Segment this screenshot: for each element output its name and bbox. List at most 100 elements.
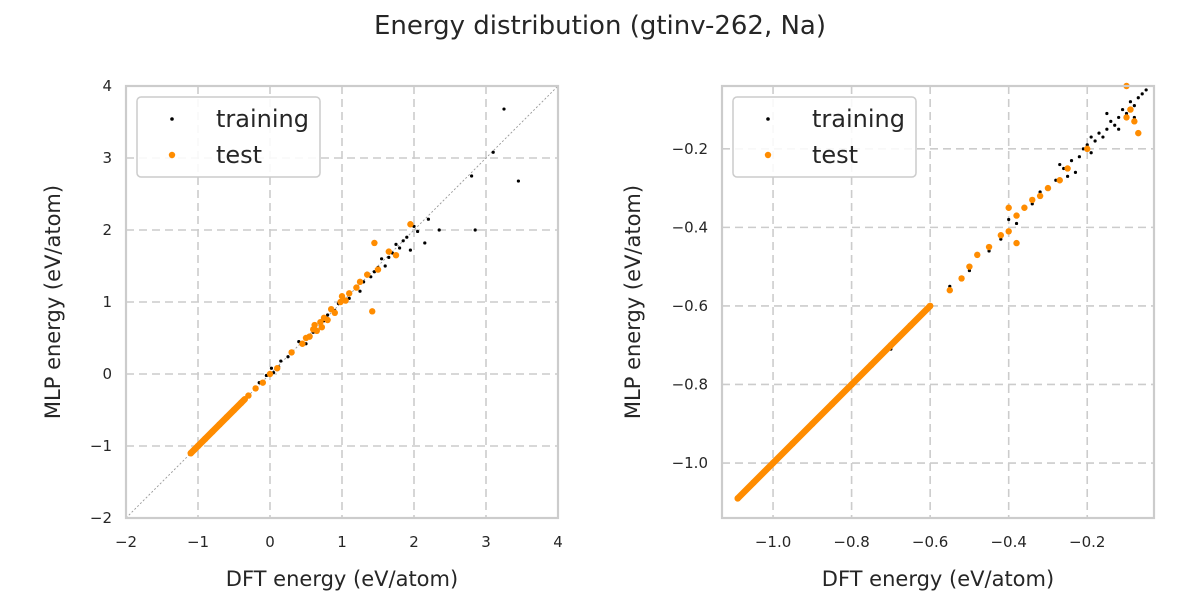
y-tick-label: 4 xyxy=(102,77,112,95)
test-point xyxy=(238,399,245,406)
x-tick-label: −0.2 xyxy=(1069,533,1105,551)
x-tick-label: 4 xyxy=(553,533,563,551)
legend-marker-test-left xyxy=(168,151,176,159)
test-point xyxy=(216,421,223,428)
test-point xyxy=(407,221,414,228)
y-ticks-right: −1.0 −0.8 −0.6 −0.4 −0.2 xyxy=(672,140,708,472)
test-point xyxy=(346,290,353,297)
x-tick-label: −0.6 xyxy=(912,533,948,551)
training-point xyxy=(1085,143,1089,147)
training-point xyxy=(1117,115,1121,120)
test-point xyxy=(313,327,320,334)
test-point xyxy=(1127,106,1134,113)
test-point xyxy=(974,251,981,259)
test-point xyxy=(223,414,230,421)
test-point xyxy=(356,278,364,286)
training-point xyxy=(286,355,290,359)
test-point xyxy=(966,263,973,270)
training-point xyxy=(1132,115,1136,120)
training-point xyxy=(326,313,330,317)
legend-label-training-right: training xyxy=(812,105,905,133)
training-point xyxy=(1117,127,1121,131)
test-point xyxy=(946,287,953,294)
axes-frame-left xyxy=(124,84,560,520)
training-point xyxy=(387,255,391,259)
y-tick-label: 3 xyxy=(102,149,112,167)
x-ticks-left: −2 −1 0 1 2 3 4 xyxy=(115,533,563,551)
training-point xyxy=(1140,92,1144,96)
training-point xyxy=(1124,111,1129,116)
test-point xyxy=(1013,212,1020,219)
test-point xyxy=(338,293,346,300)
test-point xyxy=(907,322,914,329)
x-axis-label-right: DFT energy (eV/atom) xyxy=(822,567,1054,591)
y-tick-label: −1 xyxy=(90,437,112,455)
test-point xyxy=(1056,177,1063,184)
training-point xyxy=(470,174,474,178)
test-point xyxy=(985,243,993,251)
training-point xyxy=(1066,174,1070,178)
plot-panel-left: −2 −1 0 1 2 3 4 −2 −1 0 1 2 3 4 DFT energy (eV/atom)… xyxy=(41,77,563,591)
test-point xyxy=(318,324,326,331)
training-point xyxy=(999,237,1003,241)
test-point xyxy=(337,298,344,306)
test-point xyxy=(750,479,757,486)
test-point xyxy=(245,392,252,399)
training-point xyxy=(1014,221,1019,226)
training-point xyxy=(1097,131,1101,135)
training-point xyxy=(1132,104,1136,108)
y-ticks-left: −2 −1 0 1 2 3 4 xyxy=(90,77,112,527)
x-tick-label: 3 xyxy=(481,533,491,551)
training-point xyxy=(1077,155,1081,159)
y-tick-label: −0.4 xyxy=(672,218,708,236)
legend-marker-test-right xyxy=(764,151,772,159)
test-point xyxy=(1036,192,1044,200)
test-point xyxy=(734,495,741,502)
test-point xyxy=(299,340,306,347)
plot-panel-right: −1.0 −0.8 −0.6 −0.4 −0.2 −1.0 −0.8 −0.6 −0.4 −0.… xyxy=(621,82,1156,591)
y-tick-label: 0 xyxy=(102,365,112,383)
test-point xyxy=(958,275,965,282)
y-tick-label: −0.6 xyxy=(672,297,708,315)
training-point xyxy=(1101,135,1105,139)
training-point xyxy=(1030,202,1034,206)
x-tick-label: −0.4 xyxy=(990,533,1026,551)
training-point xyxy=(1128,100,1133,104)
x-ticks-right: −1.0 −0.8 −0.6 −0.4 −0.2 xyxy=(755,533,1106,551)
training-point xyxy=(380,257,384,261)
test-point xyxy=(1135,129,1142,137)
test-point xyxy=(1123,114,1130,121)
training-point xyxy=(398,246,402,250)
training-point xyxy=(1062,166,1066,171)
y-tick-label: −1.0 xyxy=(672,454,708,472)
training-point xyxy=(437,228,441,232)
test-point xyxy=(828,400,836,408)
test-point xyxy=(887,342,895,349)
test-point xyxy=(202,435,209,442)
x-tick-label: 1 xyxy=(337,533,347,551)
test-point xyxy=(364,271,371,278)
training-point xyxy=(1081,147,1085,151)
training-point xyxy=(401,239,405,243)
x-tick-label: −1.0 xyxy=(755,533,791,551)
test-point xyxy=(311,321,318,329)
x-tick-label: −2 xyxy=(115,533,137,551)
training-point xyxy=(987,249,991,253)
training-point xyxy=(1089,151,1093,155)
test-point xyxy=(342,297,349,304)
training-point xyxy=(1113,123,1117,127)
legend-marker-training-left xyxy=(170,117,174,121)
y-tick-label: 1 xyxy=(102,293,112,311)
legend-right: training test xyxy=(732,96,917,178)
test-point xyxy=(926,302,934,310)
test-point xyxy=(353,284,360,291)
training-point xyxy=(1054,178,1058,182)
legend-label-training-left: training xyxy=(216,105,309,133)
test-point xyxy=(1005,204,1012,211)
y-axis-label-right: MLP energy (eV/atom) xyxy=(621,185,645,419)
test-point xyxy=(288,349,295,356)
series-right xyxy=(734,82,1148,502)
training-point xyxy=(269,366,274,370)
training-point xyxy=(516,179,521,183)
training-point xyxy=(1105,127,1109,131)
